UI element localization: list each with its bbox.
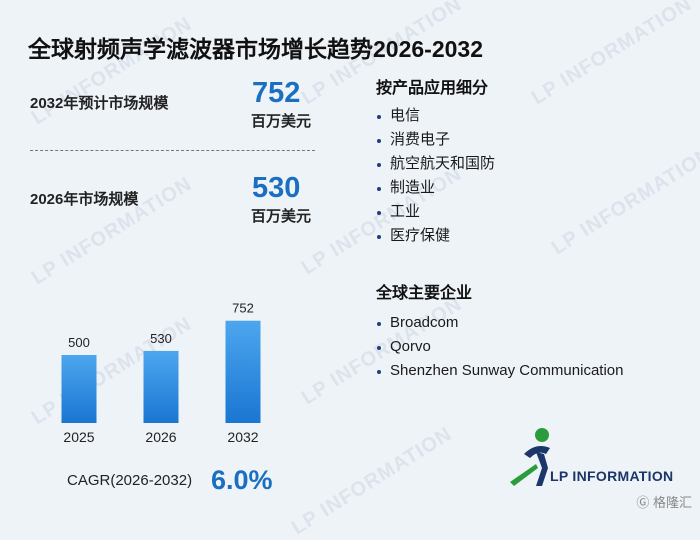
source-badge: Ⓖ 格隆汇 <box>636 492 692 511</box>
segment-item: 工业 <box>376 200 495 224</box>
bar-2025 <box>61 355 97 423</box>
watermark: LP INFORMATION <box>547 142 700 260</box>
current-unit: 百万美元 <box>251 208 312 225</box>
segment-item: 消费电子 <box>376 128 495 152</box>
company-item: Shenzhen Sunway Communication <box>376 359 623 383</box>
cagr-label: CAGR(2026-2032) <box>67 472 193 489</box>
forecast-value: 752 <box>252 77 301 109</box>
segment-item: 电信 <box>376 104 495 128</box>
current-label: 2026年市场规模 <box>30 191 139 208</box>
segment-item: 医疗保健 <box>376 224 495 248</box>
lp-runner-logo-icon <box>510 428 550 486</box>
x-tick-label: 2032 <box>227 429 258 445</box>
segment-item: 航空航天和国防 <box>376 152 495 176</box>
cagr-value: 6.0% <box>211 465 273 495</box>
logo-text: LP INFORMATION <box>550 468 674 484</box>
bar-value-label: 530 <box>150 331 172 346</box>
stats-divider <box>30 150 315 151</box>
segments-list: 电信 消费电子 航空航天和国防 制造业 工业 医疗保健 <box>376 104 495 248</box>
lp-information-logo: LP INFORMATION <box>506 424 676 494</box>
company-item: Broadcom <box>376 311 623 335</box>
bar-2026 <box>143 350 179 423</box>
watermark: LP INFORMATION <box>527 0 696 110</box>
forecast-label: 2032年预计市场规模 <box>30 95 169 112</box>
company-item: Qorvo <box>376 335 623 359</box>
source-badge-text: 格隆汇 <box>652 495 692 510</box>
companies-title: 全球主要企业 <box>376 285 473 302</box>
segment-item: 制造业 <box>376 176 495 200</box>
bar-2032 <box>225 320 261 423</box>
page-title: 全球射频声学滤波器市场增长趋势2026-2032 <box>28 36 483 62</box>
bar-value-label: 752 <box>232 301 254 316</box>
gelonghui-icon: Ⓖ <box>636 495 650 510</box>
forecast-unit: 百万美元 <box>251 113 312 130</box>
segments-title: 按产品应用细分 <box>376 80 489 97</box>
x-tick-label: 2026 <box>145 429 176 445</box>
companies-list: Broadcom Qorvo Shenzhen Sunway Communicati… <box>376 311 623 383</box>
x-tick-label: 2025 <box>63 429 94 445</box>
current-value: 530 <box>252 172 301 204</box>
bar-chart: 500 2025 530 2026 752 2032 <box>61 301 261 445</box>
bar-value-label: 500 <box>68 335 90 350</box>
